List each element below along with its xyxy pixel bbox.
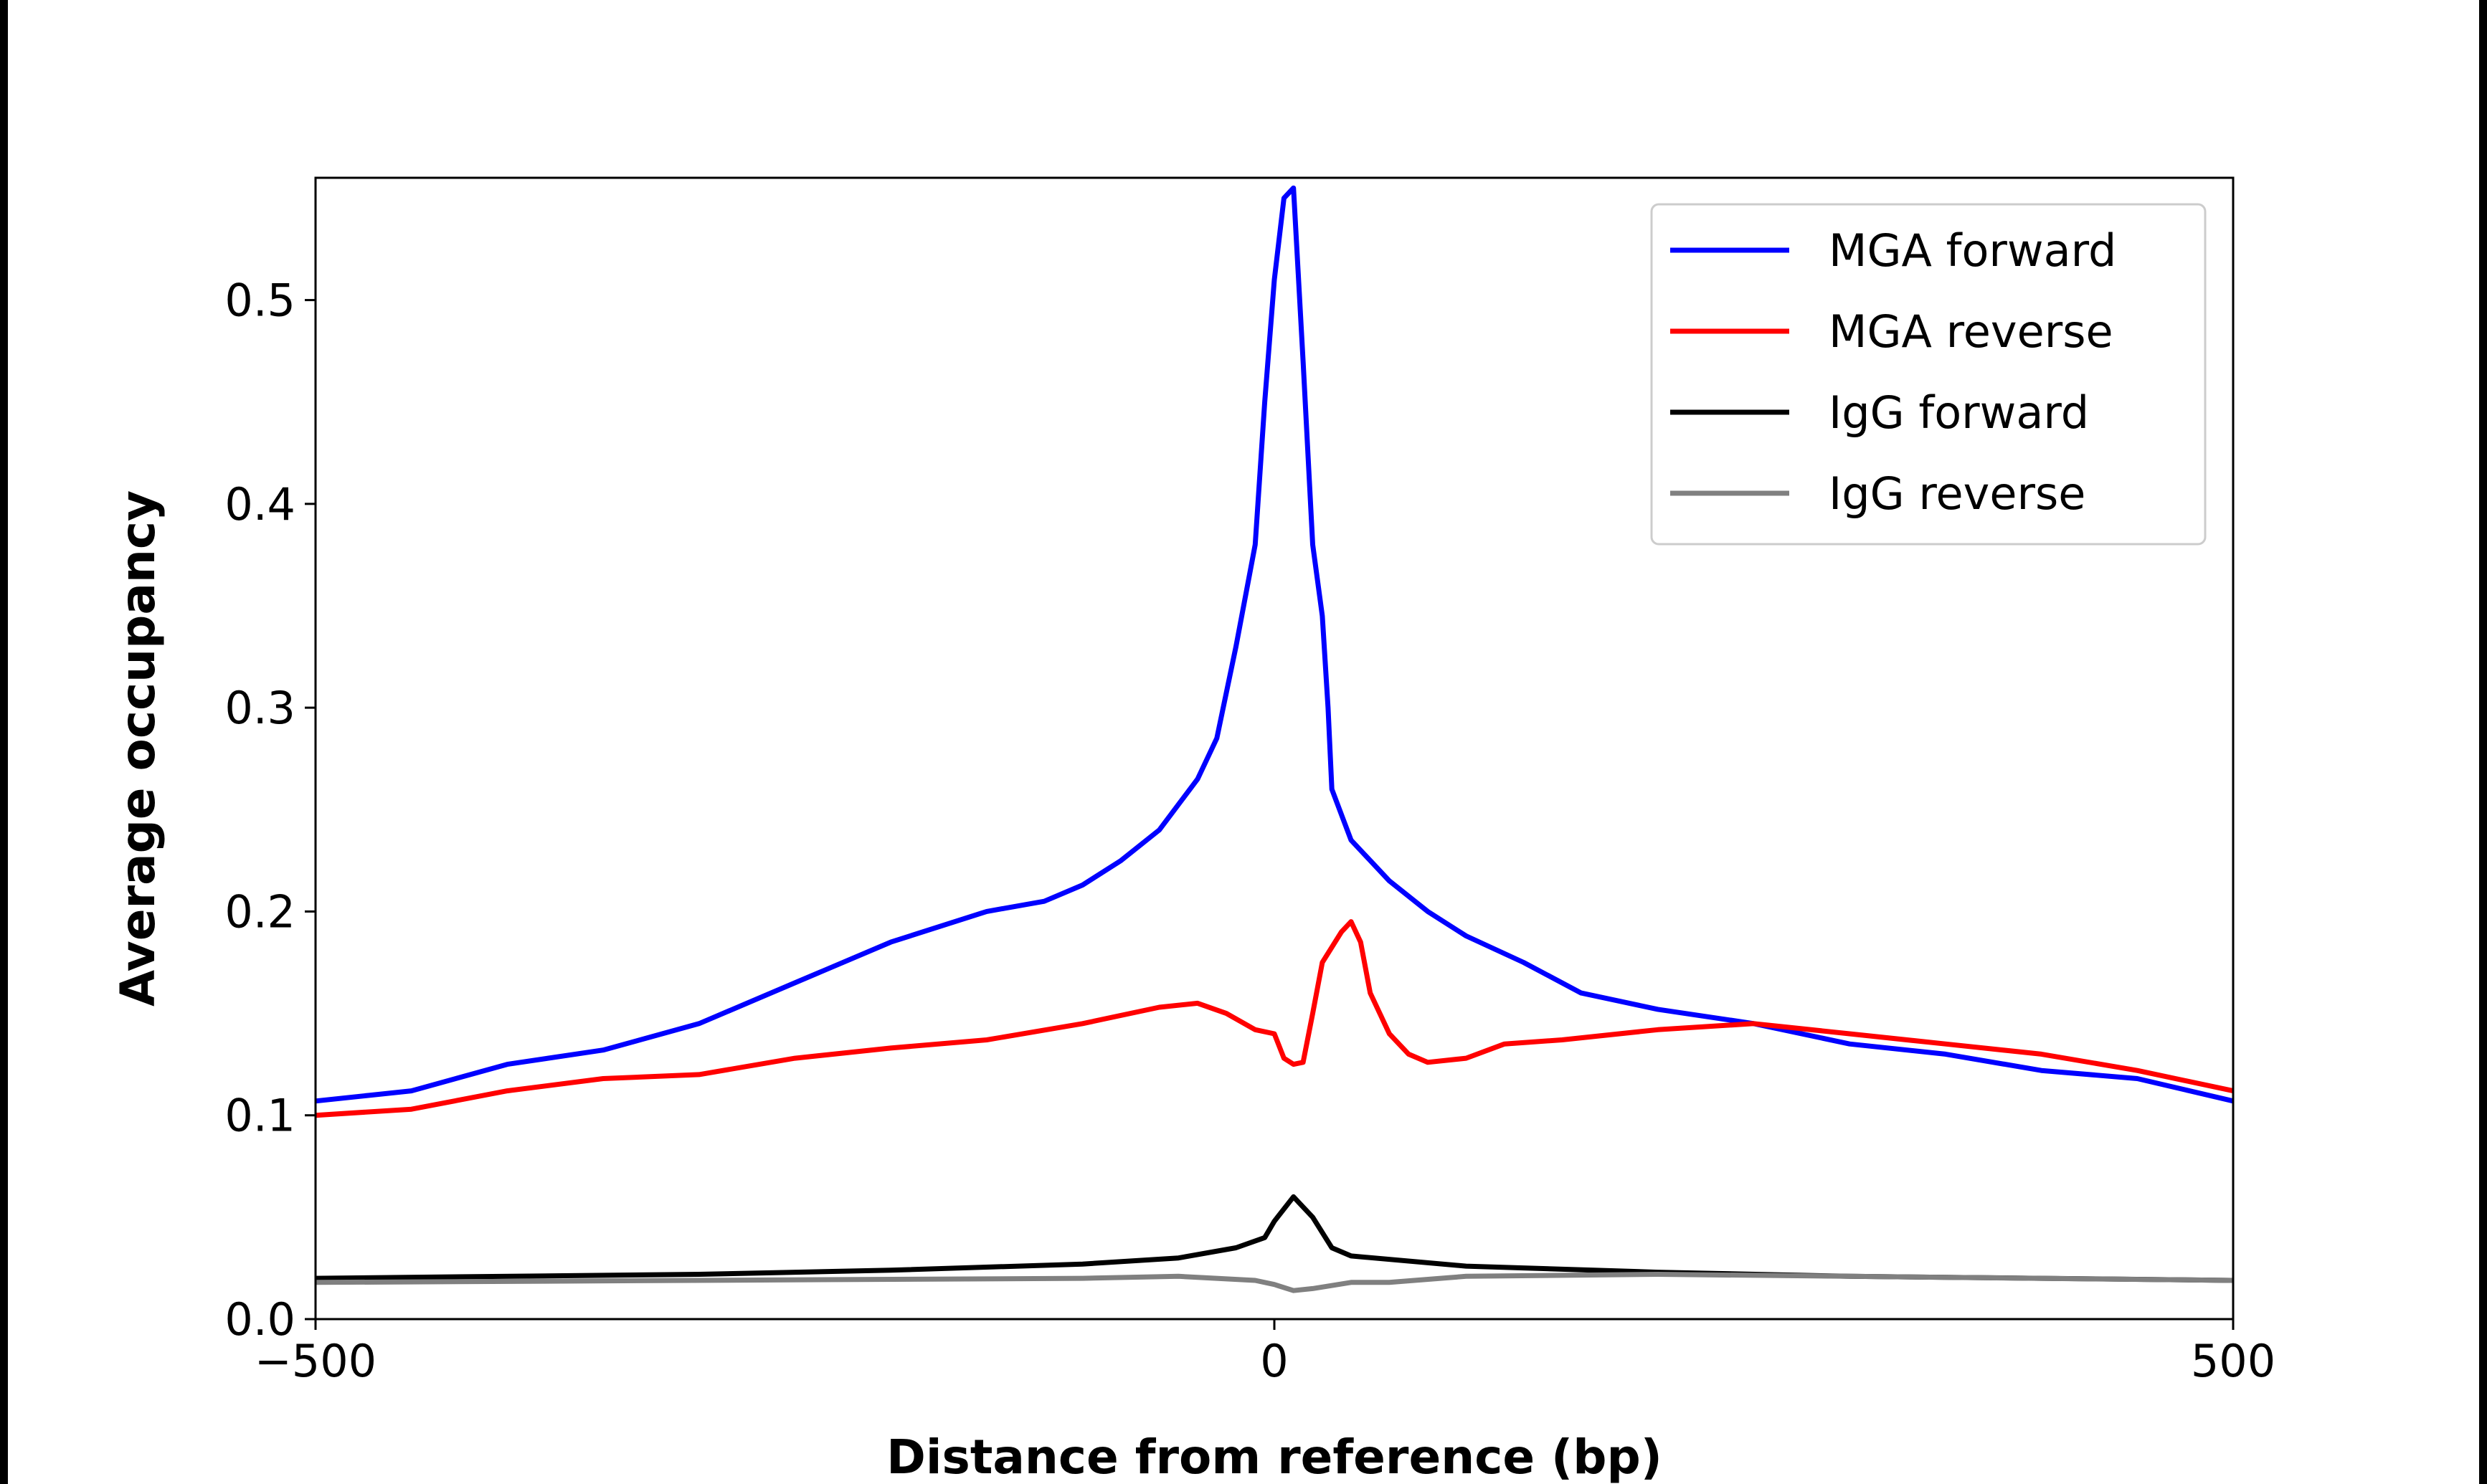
y-tick-label: 0.0 bbox=[224, 1293, 295, 1346]
series-line-mga-reverse bbox=[315, 919, 2234, 1118]
legend-label: IgG forward bbox=[1829, 386, 2089, 439]
legend-box bbox=[1650, 203, 2207, 546]
legend-label: MGA forward bbox=[1829, 224, 2116, 277]
left-border bbox=[0, 0, 8, 1484]
y-tick-label: 0.4 bbox=[224, 478, 295, 531]
x-tick-label: 0 bbox=[1260, 1335, 1288, 1387]
y-axis-label: Average occupancy bbox=[110, 490, 166, 1007]
x-tick-label: −500 bbox=[255, 1335, 376, 1387]
legend-label: MGA reverse bbox=[1829, 305, 2113, 358]
series-line-igg-forward bbox=[315, 1194, 2234, 1283]
series-lines bbox=[315, 185, 2234, 1293]
right-border bbox=[2479, 0, 2487, 1484]
series-line-igg-reverse bbox=[315, 1272, 2234, 1293]
y-tick-label: 0.2 bbox=[224, 885, 295, 938]
legend-label: IgG reverse bbox=[1829, 467, 2085, 520]
y-tick-label: 0.3 bbox=[224, 682, 295, 734]
y-tick-label: 0.1 bbox=[224, 1090, 295, 1142]
y-tick-label: 0.5 bbox=[224, 275, 295, 327]
axis-ticks: −500 0 500 0.0 0.1 0.2 0.3 0.4 0.5 bbox=[224, 275, 2275, 1387]
x-tick-label: 500 bbox=[2191, 1335, 2275, 1387]
series-line-mga-forward bbox=[315, 185, 2234, 1104]
legend: MGA forward MGA reverse IgG forward IgG rev… bbox=[1650, 203, 2207, 546]
x-axis-label: Distance from reference (bp) bbox=[886, 1430, 1662, 1484]
